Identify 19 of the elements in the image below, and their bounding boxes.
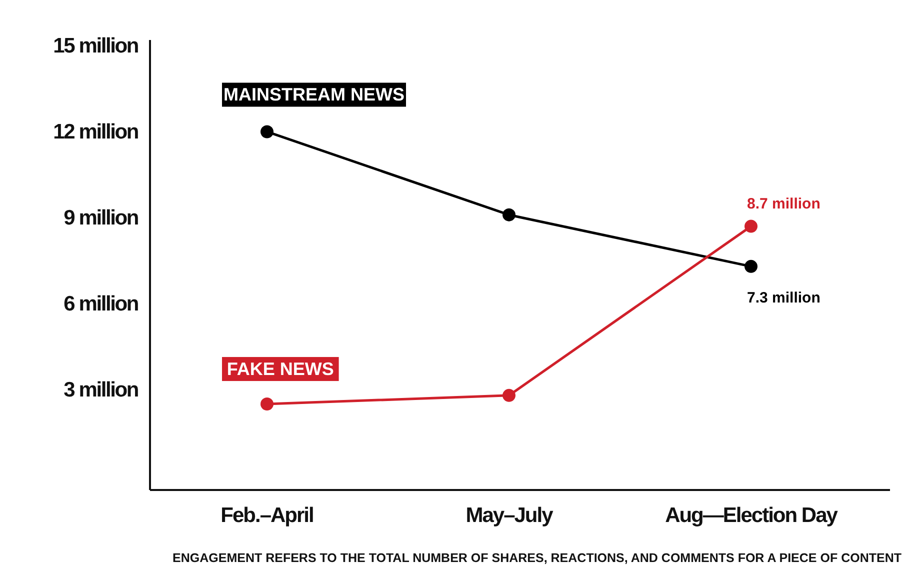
y-tick-label: 9 million (64, 206, 138, 230)
series-label: FAKE NEWS (226, 359, 334, 380)
text: ENGAGEMENT REFERS TO THE TOTAL NUMBER OF SHARES, REACTIONS, AND COMMENTS FOR A PIECE OF CONTENT (172, 551, 902, 565)
point (260, 398, 274, 411)
x-tick-label: May–July (466, 504, 554, 527)
data-label: 7.3 million (747, 289, 820, 306)
text: MAINSTREAM NEWS (224, 84, 404, 105)
point (502, 208, 516, 222)
x-tick-label: Feb.–April (220, 504, 314, 527)
data-label: 8.7 million (747, 195, 820, 212)
x-tick-label: Aug—Election Day (665, 504, 838, 527)
y-tick-label: 12 million (53, 120, 138, 144)
point (744, 260, 758, 273)
point (260, 125, 274, 138)
point (744, 220, 758, 233)
point (502, 388, 516, 402)
y-tick-label: 6 million (64, 292, 138, 316)
y-tick-label: 15 million (53, 34, 138, 58)
y-tick-label: 3 million (64, 378, 138, 402)
